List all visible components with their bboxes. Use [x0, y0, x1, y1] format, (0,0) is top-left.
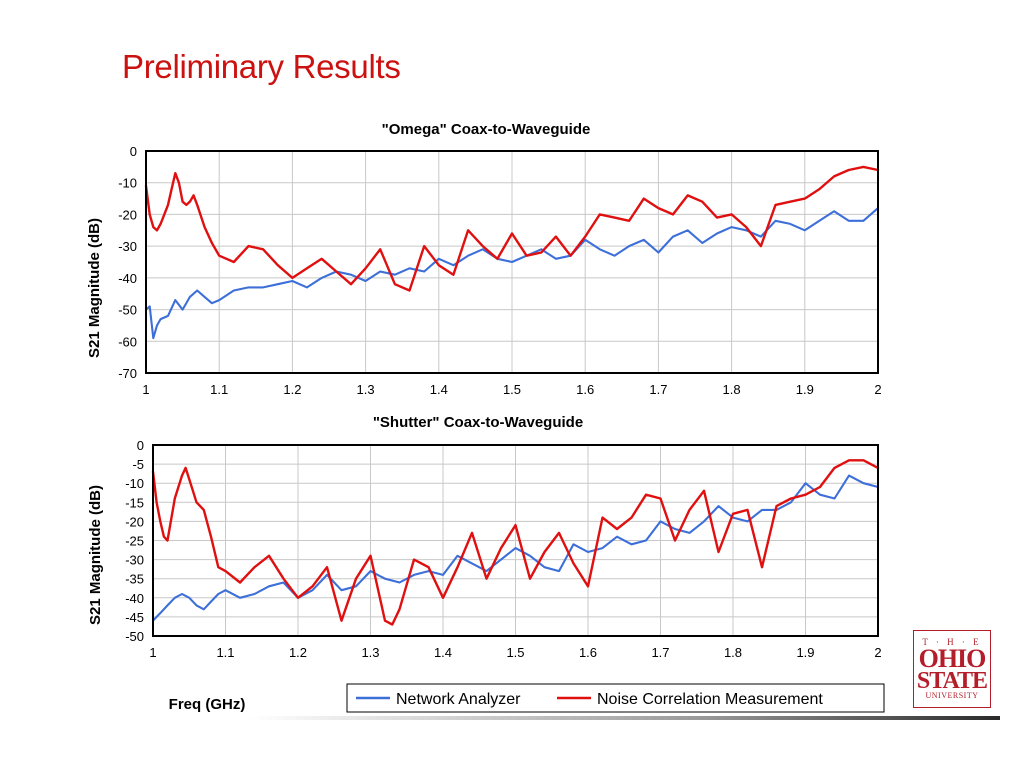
- y-tick-label: -50: [118, 303, 137, 318]
- chart-title-shutter: "Shutter" Coax-to-Waveguide: [373, 414, 583, 431]
- y-tick-label: 0: [137, 438, 144, 453]
- y-axis-label-omega: S21 Magnitude (dB): [86, 218, 103, 358]
- x-tick-label: 1.2: [283, 382, 301, 397]
- x-tick-label: 1.6: [576, 382, 594, 397]
- x-tick-label: 1.9: [796, 645, 814, 660]
- series-line-network-analyzer: [144, 207, 880, 340]
- y-tick-label: -60: [118, 334, 137, 349]
- plot-area-shutter: 1 1.1 1.2 1.3 1.4 1.5 1.6 1.7 1.8 1.9 2 0 -5 -10 -15 -2…: [125, 438, 881, 660]
- x-tick-label: 1.7: [651, 645, 669, 660]
- x-tick-label: 2: [874, 645, 881, 660]
- x-tick-label: 1.5: [503, 382, 521, 397]
- osu-logo-state: STATE: [916, 668, 988, 694]
- x-tick-label: 1.3: [361, 645, 379, 660]
- y-tick-label: -35: [125, 572, 144, 587]
- chart-title-omega: "Omega" Coax-to-Waveguide: [382, 121, 591, 138]
- y-tick-label: 0: [130, 144, 137, 159]
- y-tick-label: -40: [125, 591, 144, 606]
- plot-area-omega: 1 1.1 1.2 1.3 1.4 1.5 1.6 1.7 1.8 1.9 2 0 -10 -20 -30 -…: [118, 144, 881, 397]
- y-tick-label: -40: [118, 271, 137, 286]
- series-line-network-analyzer: [151, 474, 880, 622]
- x-tick-label: 1.5: [506, 645, 524, 660]
- x-tick-label: 1.4: [430, 382, 448, 397]
- x-tick-label: 1.8: [724, 645, 742, 660]
- x-tick-label: 1.4: [434, 645, 452, 660]
- y-tick-label: -70: [118, 366, 137, 381]
- chart-omega: "Omega" Coax-to-Waveguide S21 Magnitude …: [86, 121, 882, 397]
- legend-label-noise-correlation: Noise Correlation Measurement: [597, 691, 823, 708]
- y-tick-label: -5: [132, 457, 144, 472]
- plot-frame: [152, 444, 879, 637]
- x-tick-label: 1.6: [579, 645, 597, 660]
- osu-logo-university: UNIVERSITY: [925, 691, 979, 700]
- series-line-noise-correlation: [151, 459, 880, 626]
- plot-frame: [145, 150, 879, 374]
- y-tick-label: -30: [125, 553, 144, 568]
- y-tick-label: -15: [125, 495, 144, 510]
- x-tick-label: 1.2: [289, 645, 307, 660]
- x-tick-label: 2: [874, 382, 881, 397]
- y-tick-label: -10: [125, 476, 144, 491]
- y-tick-label: -20: [118, 207, 137, 222]
- x-tick-label: 1.8: [723, 382, 741, 397]
- x-tick-label: 1.7: [649, 382, 667, 397]
- series-line-noise-correlation: [144, 165, 880, 292]
- x-tick-label: 1: [142, 382, 149, 397]
- y-tick-label: -30: [118, 239, 137, 254]
- footer-rule: [250, 716, 1000, 720]
- x-tick-label: 1.1: [216, 645, 234, 660]
- x-tick-label: 1.1: [210, 382, 228, 397]
- y-tick-label: -50: [125, 629, 144, 644]
- y-tick-label: -25: [125, 534, 144, 549]
- x-tick-label: 1: [149, 645, 156, 660]
- slide-title: Preliminary Results: [122, 48, 401, 85]
- x-axis-label: Freq (GHz): [169, 696, 246, 713]
- osu-logo-ohio: OHIO: [918, 644, 987, 673]
- legend: Network Analyzer Noise Correlation Measu…: [346, 683, 885, 713]
- osu-logo: T · H · E OHIO STATE UNIVERSITY: [913, 630, 991, 708]
- legend-label-network-analyzer: Network Analyzer: [396, 691, 521, 708]
- legend-box: [346, 683, 885, 713]
- y-tick-label: -10: [118, 176, 137, 191]
- y-tick-label: -45: [125, 610, 144, 625]
- osu-logo-the: T · H · E: [922, 637, 982, 647]
- chart-shutter: "Shutter" Coax-to-Waveguide S21 Magnitud…: [87, 414, 882, 660]
- x-tick-label: 1.3: [357, 382, 375, 397]
- y-axis-label-shutter: S21 Magnitude (dB): [87, 485, 104, 625]
- y-tick-label: -20: [125, 514, 144, 529]
- x-tick-label: 1.9: [796, 382, 814, 397]
